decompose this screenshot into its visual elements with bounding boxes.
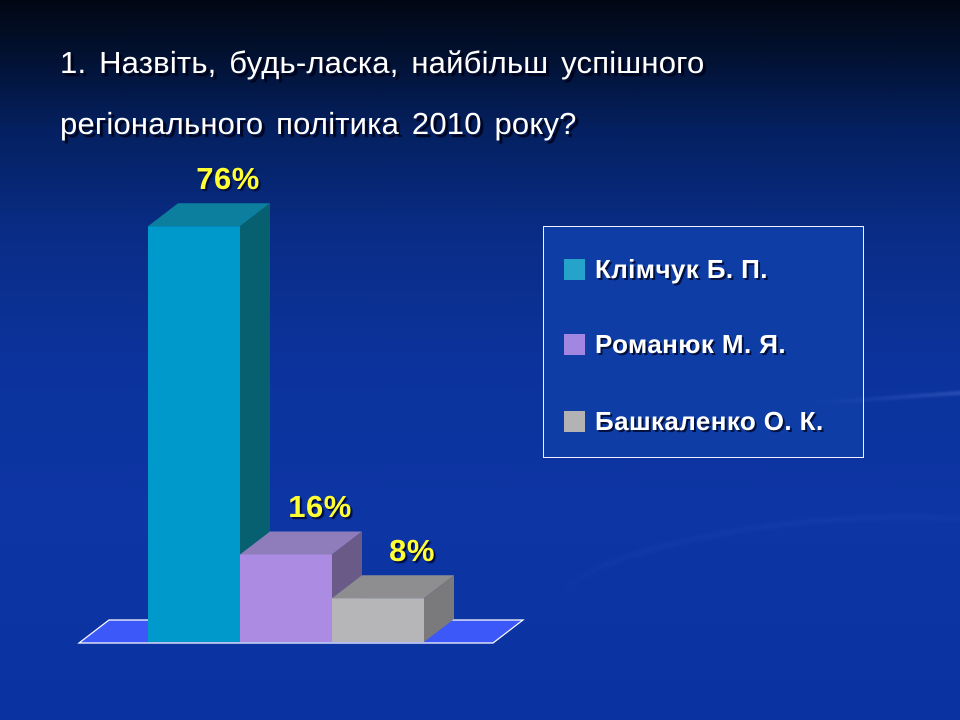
bar-front-1 [240,554,332,642]
legend-swatch-purple-icon [564,333,585,355]
legend-label: Романюк М. Я. [595,328,786,359]
legend-item-klimchuk: Клімчук Б. П. [564,253,768,285]
bar-value-label-1: 16% [288,489,352,525]
chart-legend: Клімчук Б. П. Романюк М. Я. Башкаленко О… [543,226,864,458]
bar-front-0 [148,226,240,642]
legend-label: Клімчук Б. П. [595,253,768,284]
slide-title-line-1: 1. Назвіть, будь-ласка, найбільш успішно… [60,45,705,80]
bar-side-2 [424,575,454,642]
legend-label: Башкаленко О. К. [595,405,824,436]
slide-title-line-2: регіонального політика 2010 року? [60,106,577,141]
bar-value-label-2: 8% [389,533,435,569]
bar-top-1 [240,531,362,555]
legend-item-bashkalenko: Башкаленко О. К. [564,405,824,437]
legend-swatch-teal-icon [564,258,585,280]
slide-title: 1. Назвіть, будь-ласка, найбільш успішно… [60,32,900,154]
bar-top-0 [148,203,270,227]
bar-value-label-0: 76% [196,161,260,197]
legend-item-romaniuk: Романюк М. Я. [564,328,786,360]
bar-front-2 [332,598,424,642]
bar-top-2 [332,575,454,599]
legend-swatch-gray-icon [564,410,585,432]
bar-side-0 [240,203,270,642]
